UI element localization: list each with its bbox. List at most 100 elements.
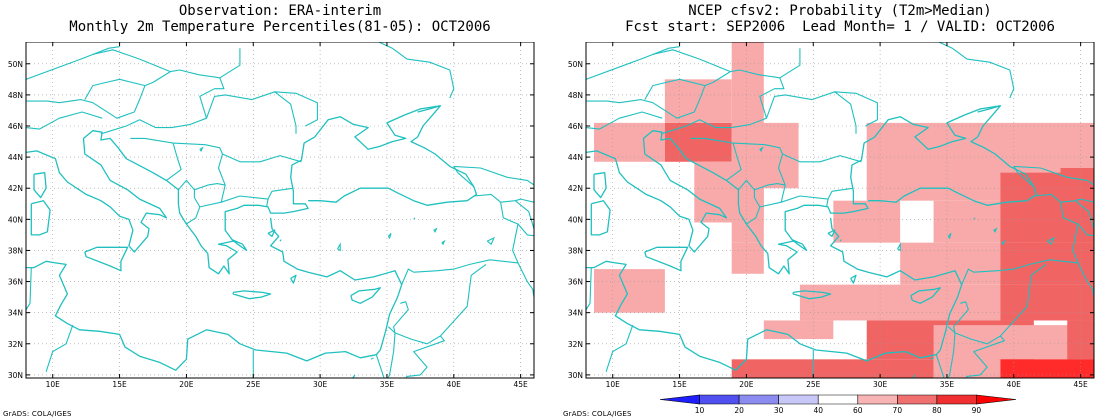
probability-cell-6 [731,122,799,189]
probability-cell-15 [1000,242,1094,285]
obs-lat-label-4: 38N [8,246,23,255]
obs-coastline-15 [533,143,534,145]
fcst-island-1 [839,239,842,242]
obs-lat-label-0: 30N [8,371,23,380]
fcst-plot-area [586,42,1094,378]
fcst-island-6 [930,357,934,360]
fcst-border-5 [660,91,857,135]
obs-border-16 [453,165,534,203]
colorbar-swatch-0 [659,394,700,405]
fcst-border-22 [965,335,1005,378]
obs-coastline-0 [26,130,168,253]
fcst-coastline-13 [791,239,808,252]
fcst-lat-label-7: 44N [568,153,583,162]
fcst-border-21 [947,332,956,378]
fcst-border-28 [586,267,592,311]
observation-map: 10E 15E 20E 25E 30E 35E 40E 45E 30N 32N 34N 36N 38N 4… [8,42,535,389]
obs-lat-label-9: 48N [8,91,23,100]
obs-border-12 [266,199,269,207]
fcst-lon-label-2: 20E [739,380,754,389]
obs-border-8 [222,153,302,163]
fcst-island-7 [993,227,998,233]
fcst-border-6 [690,137,742,181]
probability-cell-18 [763,320,834,340]
obs-coastline-7 [350,287,381,304]
colorbar-label-6: 80 [932,406,942,415]
fcst-coastline-0 [586,130,728,253]
obs-border-15 [219,48,241,79]
obs-border-17 [401,202,519,285]
probability-cell-1 [664,122,732,162]
obs-island-7 [433,227,438,233]
fcst-coastline-3 [593,172,607,199]
fcst-lat-label-2: 34N [568,309,583,318]
obs-coastline-1 [84,246,129,272]
colorbar-swatch-6 [897,394,938,405]
obs-coastline-3 [33,172,47,199]
fcst-coastline-6 [792,290,832,300]
fcst-coastline-15 [1093,143,1094,145]
obs-coastline-13 [231,239,248,252]
obs-island-3 [486,236,495,246]
fcst-coastline-5 [586,217,963,371]
fcst-coastline-9 [1093,144,1094,146]
fcst-island-2 [947,232,952,240]
fcst-island-8 [1001,239,1006,246]
forecast-map: 10E 15E 20E 25E 30E 35E 40E 45E 30N 32N 34N 36N 38N 4… [568,42,1095,389]
fcst-lat-label-4: 38N [568,246,583,255]
obs-lat-label-1: 32N [8,340,23,349]
colorbar-swatch-7 [936,394,977,405]
fcst-border-23 [935,354,945,378]
fcst-lat-label-0: 30N [568,371,583,380]
fcst-lon-label-0: 10E [606,380,621,389]
obs-lat-label-3: 36N [8,278,23,287]
colorbar-label-7: 90 [972,406,982,415]
fcst-border-25 [1074,200,1094,229]
probability-cell-24 [1000,359,1094,378]
fcst-lon-label-4: 30E [873,380,888,389]
fcst-border-16 [1013,165,1094,203]
colorbar-label-5: 70 [893,406,903,415]
colorbar-label-4: 60 [853,406,863,415]
obs-border-23 [375,354,385,378]
fcst-border-12 [826,199,829,207]
obs-plot-area [26,42,534,378]
fcst-lon-label-5: 35E [940,380,955,389]
probability-cell-10 [833,200,901,243]
fcst-border-19 [947,263,1047,345]
obs-coastline-14 [290,274,297,284]
obs-border-6 [130,137,182,181]
colorbar-label-3: 40 [813,406,823,415]
fcst-border-7 [733,142,786,191]
obs-lat-label-7: 44N [8,153,23,162]
obs-border-5 [100,91,297,135]
obs-lat-label-5: 40N [8,215,23,224]
fcst-border-11 [746,206,761,225]
obs-border-0 [26,69,225,119]
fcst-lat-label-5: 40N [568,215,583,224]
obs-border-1 [26,111,103,130]
left-credit: GrADS: COLA/IGES [3,410,72,418]
obs-border-11 [186,206,201,225]
probability-cell-3 [731,42,764,134]
colorbar-swatch-1 [699,394,740,405]
probability-cell-0 [594,122,665,162]
obs-island-1 [279,239,282,242]
fcst-coastline-14 [850,274,857,284]
obs-lon-label-0: 10E [46,380,61,389]
fcst-border-18 [1077,262,1094,298]
fcst-border-4 [652,49,731,73]
obs-border-2 [84,78,146,100]
obs-island-2 [387,232,392,240]
fcst-border-20 [953,301,969,334]
fcst-lon-label-3: 25E [806,380,821,389]
obs-lat-label-6: 42N [8,184,23,193]
fcst-coastline-2 [590,200,611,236]
fcst-border-13 [759,88,775,119]
obs-coastline-5 [26,217,403,371]
probability-cell-7 [731,242,764,274]
forecast-panel: NCEP cfsv2: Probability (T2m>Median) Fcs… [560,0,1120,420]
obs-lon-label-6: 40E [447,380,462,389]
fcst-border-1 [586,111,663,130]
fcst-lon-label-1: 15E [672,380,687,389]
